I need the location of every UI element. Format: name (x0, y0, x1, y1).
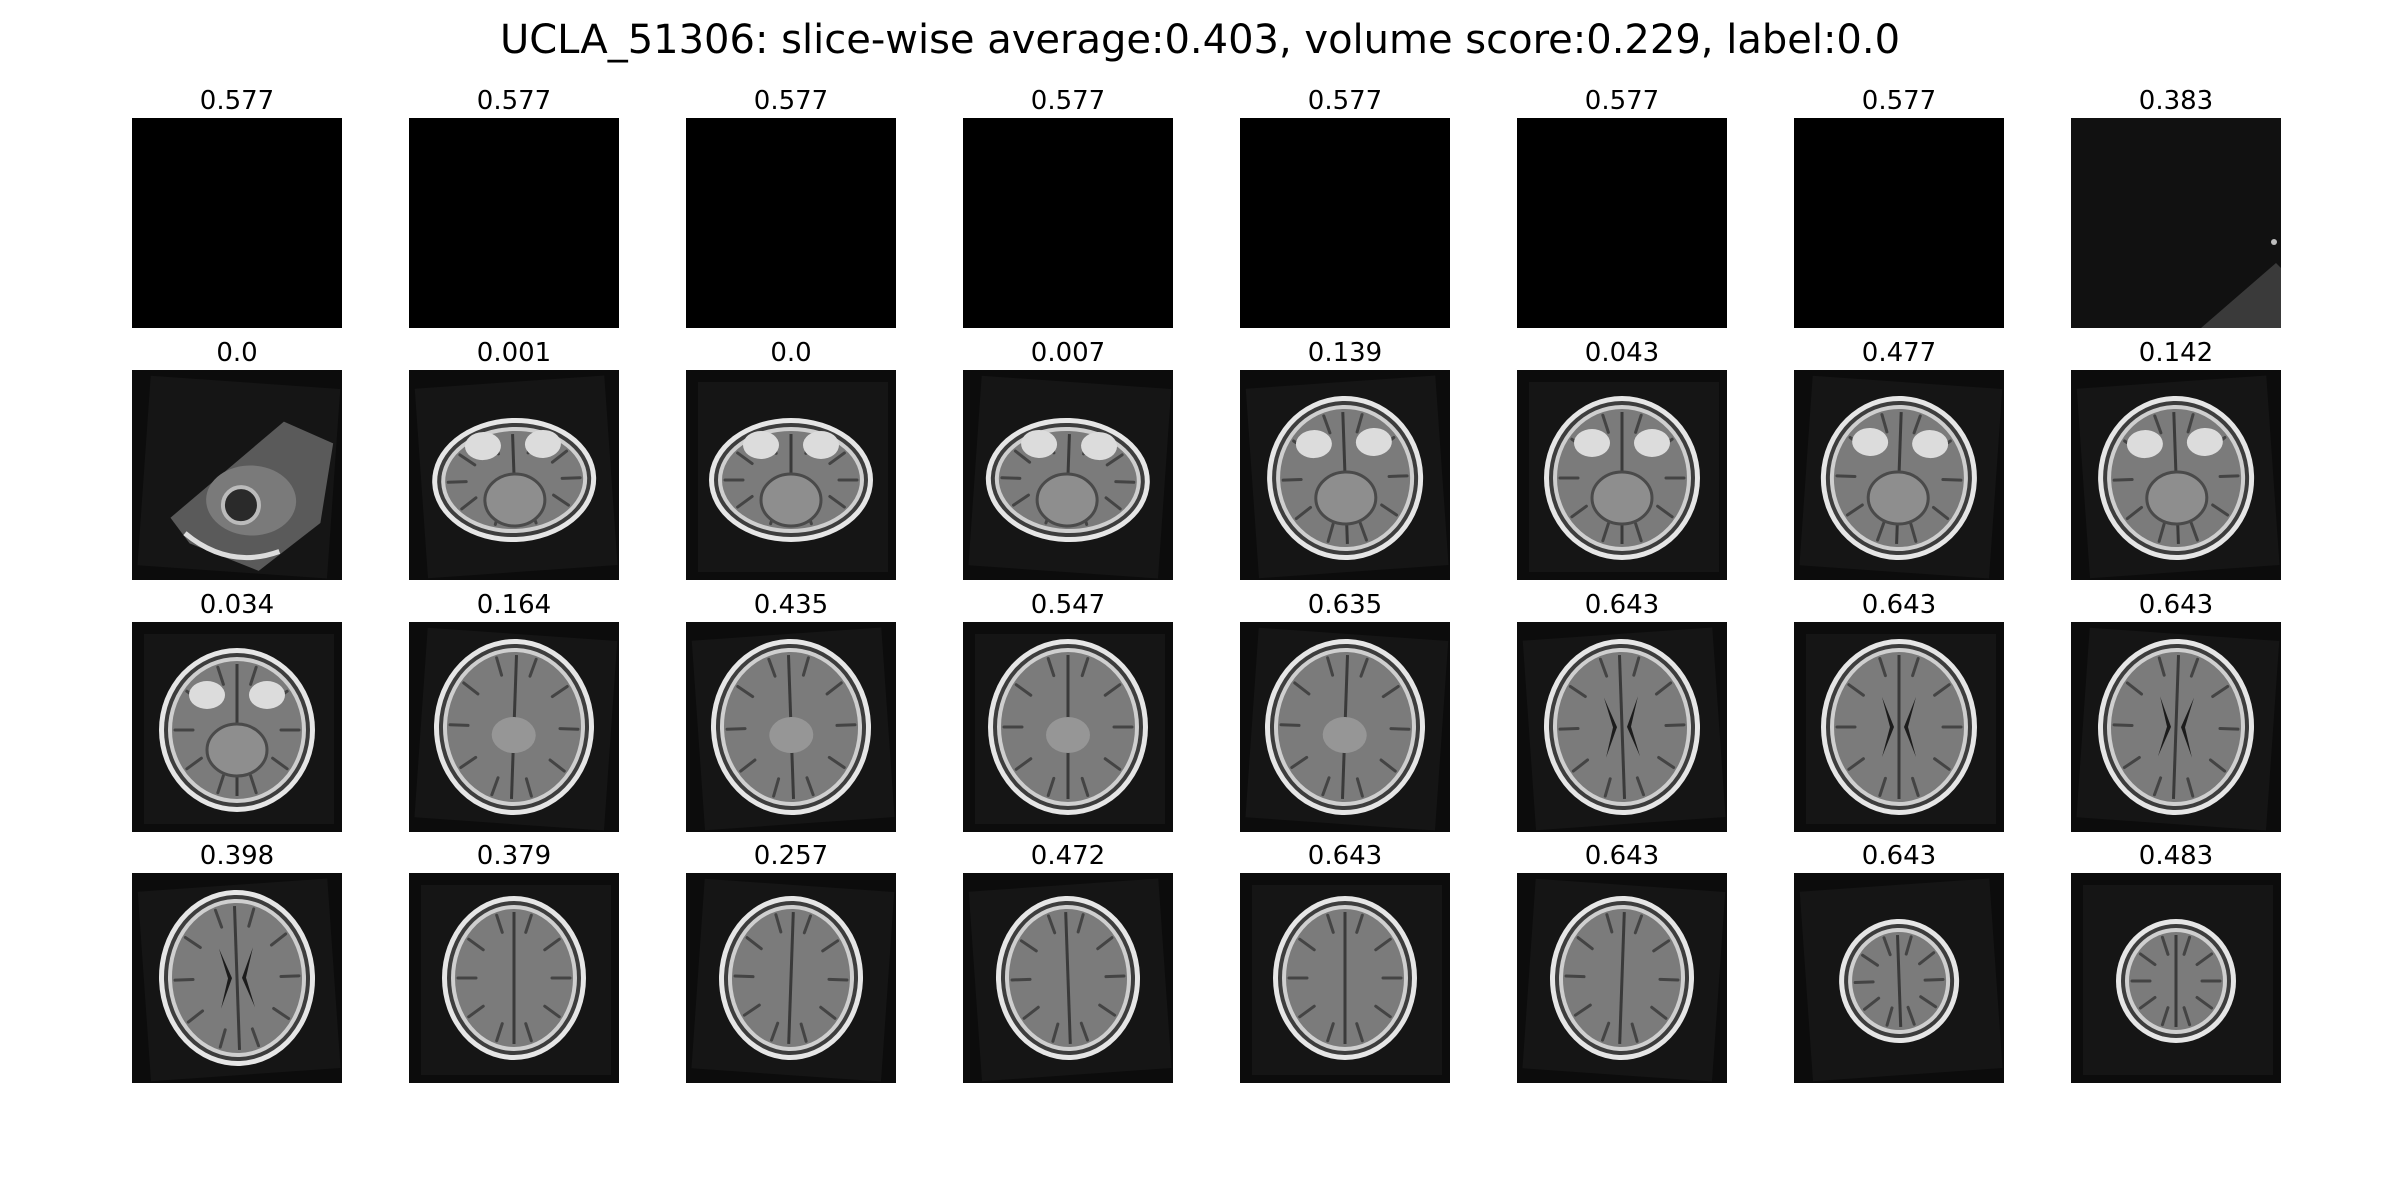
slice-panel: 0.577 (1240, 86, 1450, 328)
mri-slice-image (409, 873, 619, 1083)
slice-score: 0.398 (199, 841, 275, 871)
mri-slice-image (686, 622, 896, 832)
slice-score: 0.577 (1861, 86, 1937, 116)
slice-score: 0.0 (770, 338, 812, 368)
mri-slice-image (686, 370, 896, 580)
mri-slice-image (132, 370, 342, 580)
slice-panel: 0.142 (2071, 338, 2281, 580)
slice-score: 0.435 (753, 590, 829, 620)
slice-panel: 0.383 (2071, 86, 2281, 328)
mri-slice-image (2071, 873, 2281, 1083)
mri-slice-image (2071, 370, 2281, 580)
slice-score: 0.577 (753, 86, 829, 116)
mri-slice-image (686, 873, 896, 1083)
slice-panel: 0.643 (1517, 590, 1727, 832)
figure-title: UCLA_51306: slice-wise average:0.403, vo… (499, 17, 1901, 63)
mri-slice-image (132, 873, 342, 1083)
mri-slice-image (132, 622, 342, 832)
slice-panel: 0.398 (132, 841, 342, 1083)
slice-score: 0.483 (2138, 841, 2214, 871)
mri-slice-image (409, 118, 619, 328)
slice-score: 0.635 (1307, 590, 1383, 620)
mri-slice-image (1794, 118, 2004, 328)
mri-slice-image (686, 118, 896, 328)
mri-slice-image (132, 118, 342, 328)
slice-score: 0.643 (2138, 590, 2214, 620)
slice-panel: 0.577 (1517, 86, 1727, 328)
slice-score: 0.547 (1030, 590, 1106, 620)
mri-slice-image (409, 622, 619, 832)
slice-score: 0.643 (1584, 841, 1660, 871)
slice-score: 0.643 (1861, 590, 1937, 620)
mri-slice-image (1517, 118, 1727, 328)
mri-slice-image (1794, 873, 2004, 1083)
slice-panel: 0.643 (1794, 841, 2004, 1083)
slice-score: 0.577 (1584, 86, 1660, 116)
slice-score: 0.643 (1861, 841, 1937, 871)
mri-slice-image (963, 622, 1173, 832)
slice-score: 0.257 (753, 841, 829, 871)
slice-score: 0.0 (216, 338, 258, 368)
slice-panel: 0.0 (686, 338, 896, 580)
slice-panel: 0.0 (132, 338, 342, 580)
slice-score: 0.142 (2138, 338, 2214, 368)
slice-score: 0.577 (476, 86, 552, 116)
slice-panel: 0.547 (963, 590, 1173, 832)
mri-slice-image (1517, 622, 1727, 832)
slice-panel: 0.139 (1240, 338, 1450, 580)
mri-slice-image (1517, 370, 1727, 580)
slice-panel: 0.435 (686, 590, 896, 832)
slice-score: 0.472 (1030, 841, 1106, 871)
mri-slice-image (963, 873, 1173, 1083)
slice-score: 0.007 (1030, 338, 1106, 368)
slice-panel: 0.577 (963, 86, 1173, 328)
slice-score: 0.577 (199, 86, 275, 116)
mri-slice-image (2071, 118, 2281, 328)
slice-score: 0.034 (199, 590, 275, 620)
slice-score: 0.477 (1861, 338, 1937, 368)
slice-panel: 0.577 (686, 86, 896, 328)
slice-panel: 0.379 (409, 841, 619, 1083)
slice-score: 0.043 (1584, 338, 1660, 368)
slice-score: 0.577 (1030, 86, 1106, 116)
mri-slice-image (1240, 873, 1450, 1083)
mri-slice-image (1517, 873, 1727, 1083)
mri-slice-image (963, 370, 1173, 580)
slice-panel: 0.643 (1794, 590, 2004, 832)
mri-slice-image (1794, 622, 2004, 832)
mri-slice-image (1794, 370, 2004, 580)
slice-score: 0.577 (1307, 86, 1383, 116)
slice-score: 0.164 (476, 590, 552, 620)
mri-slice-image (1240, 370, 1450, 580)
slice-panel: 0.472 (963, 841, 1173, 1083)
slice-score: 0.139 (1307, 338, 1383, 368)
slice-score: 0.643 (1307, 841, 1383, 871)
slice-panel: 0.643 (2071, 590, 2281, 832)
slice-panel: 0.577 (132, 86, 342, 328)
slice-score: 0.383 (2138, 86, 2214, 116)
slice-panel: 0.257 (686, 841, 896, 1083)
slice-panel: 0.034 (132, 590, 342, 832)
mri-slice-image (1240, 118, 1450, 328)
slice-panel: 0.007 (963, 338, 1173, 580)
slice-score: 0.379 (476, 841, 552, 871)
slice-panel: 0.164 (409, 590, 619, 832)
slice-panel: 0.483 (2071, 841, 2281, 1083)
mri-slice-image (1240, 622, 1450, 832)
mri-slice-image (409, 370, 619, 580)
slice-panel: 0.643 (1517, 841, 1727, 1083)
slice-panel: 0.477 (1794, 338, 2004, 580)
slice-panel: 0.577 (409, 86, 619, 328)
slice-panel: 0.577 (1794, 86, 2004, 328)
slice-panel: 0.001 (409, 338, 619, 580)
slice-score: 0.643 (1584, 590, 1660, 620)
slice-panel: 0.635 (1240, 590, 1450, 832)
mri-slice-image (963, 118, 1173, 328)
slice-score: 0.001 (476, 338, 552, 368)
mri-slice-image (2071, 622, 2281, 832)
slice-panel: 0.043 (1517, 338, 1727, 580)
slice-panel: 0.643 (1240, 841, 1450, 1083)
